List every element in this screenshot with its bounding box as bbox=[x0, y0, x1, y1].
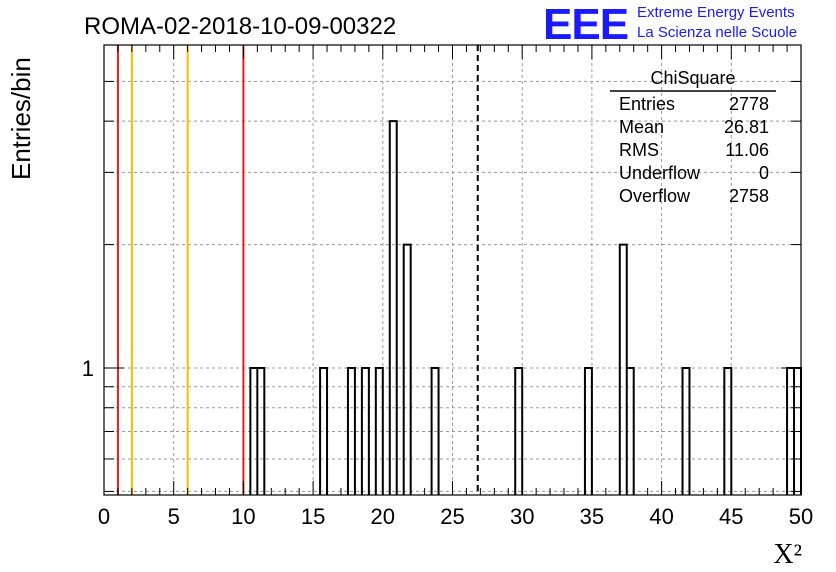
stats-label: Overflow bbox=[619, 186, 691, 206]
x-axis-label: X² bbox=[773, 539, 802, 570]
x-tick-label: 30 bbox=[510, 504, 534, 529]
logo-line-1: Extreme Energy Events bbox=[637, 4, 795, 21]
stats-value: 11.06 bbox=[725, 140, 769, 160]
x-tick-label: 35 bbox=[580, 504, 604, 529]
x-tick-label: 5 bbox=[168, 504, 180, 529]
stats-box: ChiSquare Entries 2778 Mean 26.81 RMS 11.06 Un… bbox=[610, 68, 776, 206]
x-tick-label: 10 bbox=[231, 504, 255, 529]
stats-value: 0 bbox=[759, 163, 769, 183]
logo-line-2: La Scienza nelle Scuole bbox=[637, 24, 798, 41]
x-tick-label: 15 bbox=[301, 504, 325, 529]
x-tick-label: 0 bbox=[98, 504, 110, 529]
stats-label: Entries bbox=[619, 94, 675, 114]
x-tick-label: 20 bbox=[371, 504, 395, 529]
y-axis-label: Entries/bin bbox=[6, 57, 36, 180]
y-tick-label: 1 bbox=[82, 356, 94, 381]
stats-value: 2758 bbox=[729, 186, 769, 206]
x-tick-label: 45 bbox=[719, 504, 743, 529]
x-tick-label: 40 bbox=[649, 504, 673, 529]
chart-title: ROMA-02-2018-10-09-00322 bbox=[84, 13, 396, 40]
axis-ticks bbox=[103, 45, 802, 495]
eee-logo-mark: EEE bbox=[543, 0, 629, 49]
stats-value: 2778 bbox=[729, 94, 769, 114]
histogram-outline bbox=[249, 120, 802, 495]
stats-label: RMS bbox=[619, 140, 659, 160]
x-tick-labels: 0 5 10 15 20 25 30 35 40 45 50 bbox=[98, 504, 813, 529]
stats-title: ChiSquare bbox=[650, 68, 735, 88]
stats-label: Mean bbox=[619, 117, 664, 137]
stats-label: Underflow bbox=[619, 163, 701, 183]
reference-lines bbox=[116, 45, 479, 495]
stats-value: 26.81 bbox=[724, 117, 769, 137]
x-tick-label: 50 bbox=[789, 504, 813, 529]
x-tick-label: 25 bbox=[440, 504, 464, 529]
grid bbox=[104, 45, 801, 495]
